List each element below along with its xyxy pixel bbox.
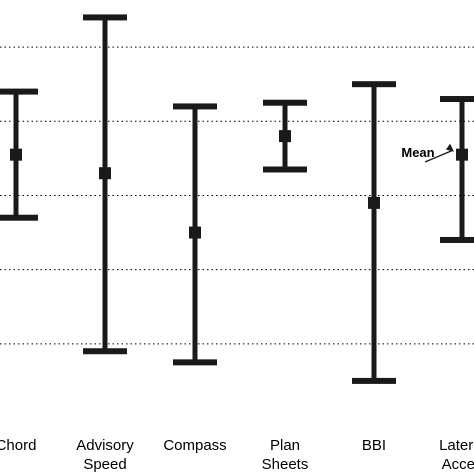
gridlines: [0, 46, 474, 345]
error-bar-cap-high-3: [263, 99, 307, 106]
mean-marker-0: [10, 148, 22, 161]
error-bar-cap-low-3: [263, 166, 307, 173]
x-tick-label-0-0: Chord: [0, 437, 36, 454]
annotation-arrow-line: [424, 150, 453, 163]
x-tick-label-1-0: Advisory: [76, 437, 134, 454]
error-bar-cap-high-2: [173, 103, 217, 110]
mean-marker-2: [189, 226, 201, 239]
mean-marker-1: [99, 167, 111, 180]
error-bar-cap-high-0: [0, 88, 38, 95]
error-bars: [0, 14, 474, 384]
x-tick-label-4-0: BBI: [362, 437, 386, 454]
error-bar-cap-high-1: [83, 14, 127, 21]
x-tick-label-1-1: Speed: [83, 456, 126, 473]
mean-marker-5: [456, 148, 468, 161]
error-bar-cap-low-4: [352, 377, 396, 384]
error-bar-cap-low-2: [173, 359, 217, 366]
mean-marker-3: [279, 130, 291, 143]
annotation-arrow-head: [446, 143, 454, 152]
x-tick-labels: Chord Advisory Speed Compass Plan Sheets BBI La…: [0, 437, 474, 473]
annotation-text: Mean: [401, 145, 434, 160]
x-tick-label-3-0: Plan: [270, 437, 300, 454]
x-tick-label-5-0: Lateral: [439, 437, 474, 454]
error-bar-cap-low-0: [0, 214, 38, 221]
error-bar-cap-low-1: [83, 348, 127, 355]
error-bar-cap-high-5: [440, 96, 474, 103]
x-tick-label-3-1: Sheets: [262, 456, 309, 473]
mean-marker-4: [368, 196, 380, 209]
x-tick-label-2-0: Compass: [163, 437, 226, 454]
error-bar-cap-high-4: [352, 81, 396, 88]
annotation: Mean: [401, 143, 454, 163]
error-bar-cap-low-5: [440, 236, 474, 243]
x-tick-label-5-1: Accel.: [442, 456, 474, 473]
